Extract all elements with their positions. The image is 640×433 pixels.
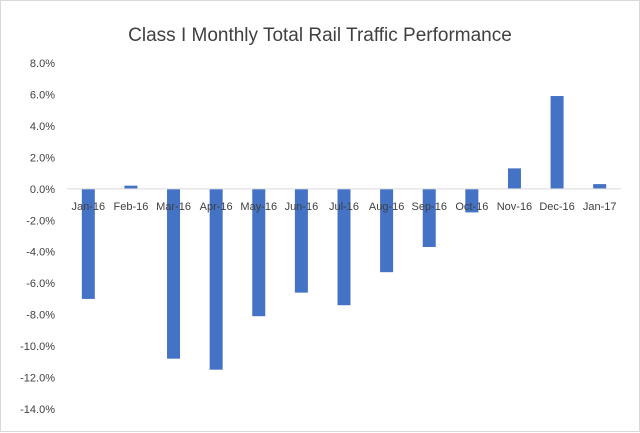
x-tick-label: Jun-16 xyxy=(285,201,319,213)
x-axis: Jan-16 Feb-16 Mar-16 Apr-16 May-16 Jun-16 Jul-… xyxy=(71,201,616,213)
y-tick-label: -10.0% xyxy=(20,341,55,353)
x-tick-label: Mar-16 xyxy=(156,201,191,213)
bar-aug-16 xyxy=(380,188,394,273)
bar-jun-16 xyxy=(294,188,308,293)
x-tick-label: Jan-17 xyxy=(583,201,617,213)
bar-mar-16 xyxy=(167,188,181,359)
x-tick-label: Aug-16 xyxy=(369,201,404,213)
x-tick-label: Apr-16 xyxy=(200,201,233,213)
y-tick-label: 8.0% xyxy=(30,58,55,70)
x-tick-label: May-16 xyxy=(240,201,277,213)
x-tick-label: Nov-16 xyxy=(497,201,532,213)
y-tick-label: -12.0% xyxy=(20,373,55,385)
bar-jan-16 xyxy=(81,188,95,299)
bar-nov-16 xyxy=(507,168,521,189)
x-tick-label: Jan-16 xyxy=(71,201,105,213)
y-tick-label: 2.0% xyxy=(30,152,55,164)
y-tick-label: -6.0% xyxy=(26,278,55,290)
y-axis: 8.0% 6.0% 4.0% 2.0% 0.0% -2.0% -4.0% -6.0% -8.0%… xyxy=(20,58,55,416)
y-tick-label: -2.0% xyxy=(26,215,55,227)
bar-oct-16 xyxy=(465,188,479,213)
y-tick-label: 6.0% xyxy=(30,89,55,101)
bar-dec-16 xyxy=(550,96,564,189)
bar-may-16 xyxy=(252,188,266,317)
bar-sep-16 xyxy=(422,188,436,248)
x-tick-label: Dec-16 xyxy=(539,201,574,213)
y-tick-label: -4.0% xyxy=(26,247,55,259)
x-tick-label: Sep-16 xyxy=(411,201,446,213)
bar-jan-17 xyxy=(593,184,607,189)
bar-apr-16 xyxy=(209,188,223,370)
x-tick-label: Jul-16 xyxy=(329,201,359,213)
x-tick-label: Oct-16 xyxy=(455,201,488,213)
y-tick-label: 4.0% xyxy=(30,121,55,133)
bar-feb-16 xyxy=(124,185,138,189)
y-tick-label: -14.0% xyxy=(20,404,55,416)
bar-series xyxy=(81,96,607,370)
bar-jul-16 xyxy=(337,188,351,306)
chart-title: Class I Monthly Total Rail Traffic Perfo… xyxy=(128,25,512,46)
y-tick-label: 0.0% xyxy=(30,184,55,196)
x-tick-label: Feb-16 xyxy=(113,201,148,213)
y-tick-label: -8.0% xyxy=(26,310,55,322)
